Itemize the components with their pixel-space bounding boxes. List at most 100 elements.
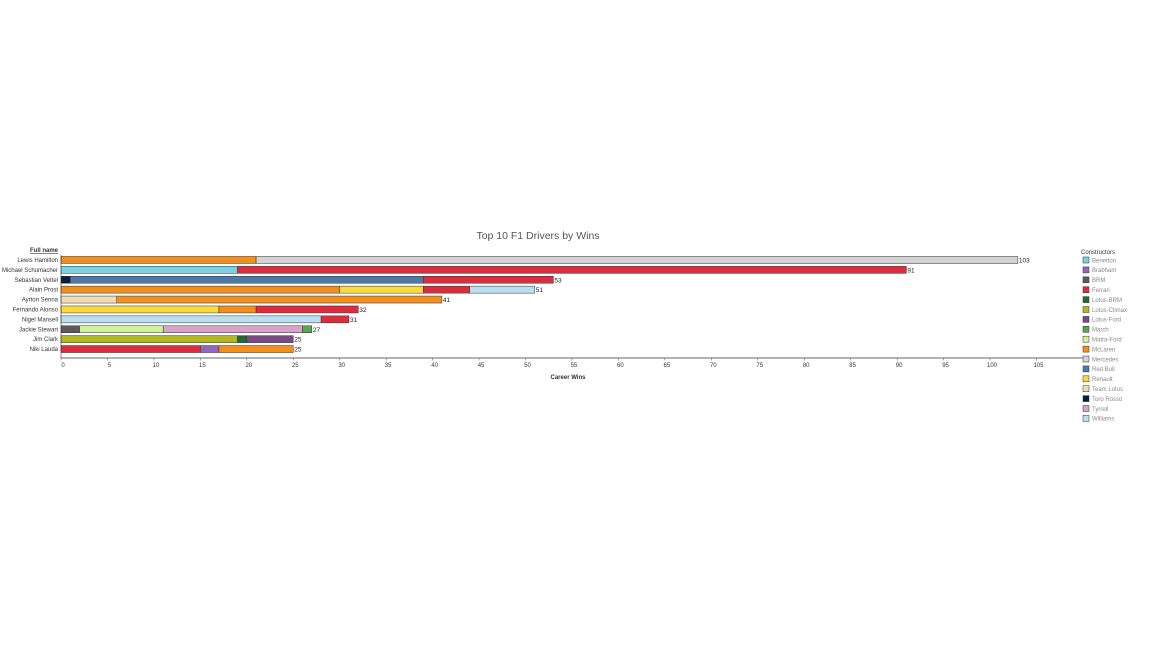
x-tick-label: 5 [108,363,112,369]
data-label: 91 [907,267,915,274]
legend-swatch [1082,375,1090,383]
row-label: Fernando Alonso [13,307,59,313]
legend-label: Ferrari [1092,288,1110,294]
legend-label: Lotus-Ford [1092,318,1121,324]
bar-segment-ferrari [255,305,359,314]
row-label: Sebastian Vettel [15,278,58,284]
legend-swatch [1082,345,1090,353]
data-label: 53 [554,277,562,284]
legend-swatch [1082,296,1090,303]
bar-segment-williams [60,315,322,324]
bar-segment-brm [60,325,80,333]
x-tick-label: 55 [571,363,578,369]
row-label: Ayrton Senna [22,298,59,304]
x-tick-label: 25 [292,363,299,369]
row-label: Michael Schumacher [2,268,58,274]
bar-segment-lotus-ford [246,335,294,343]
legend-label: Matra-Ford [1092,338,1122,344]
legend-label: McLaren [1092,347,1115,353]
bar-segment-renault [339,285,424,294]
data-label: 41 [443,297,451,304]
x-tick-label: 50 [524,363,531,369]
bar-segment-mercedes [255,256,1019,264]
legend-label: Benetton [1092,258,1116,264]
bar-segment-renault [60,305,220,314]
row-header: Full name [30,248,59,254]
data-label: 103 [1019,257,1030,264]
x-tick-label: 0 [61,363,65,369]
bar-segment-mclaren [60,256,257,264]
bar-segment-mclaren [60,285,340,294]
legend-label: Renault [1092,377,1113,383]
bar-segment-ferrari [320,315,350,324]
x-tick-label: 95 [942,363,949,369]
bar-segment-matra-ford [79,325,164,333]
row-label: Niki Lauda [30,347,59,353]
x-tick-label: 90 [896,363,903,369]
x-tick-label: 20 [245,363,252,369]
legend-label: Toro Rosso [1092,397,1123,403]
bar-segment-red-bull [70,276,424,284]
bar-segment-benetton [60,266,238,274]
data-label: 51 [536,287,544,294]
legend-label: Brabham [1092,268,1116,274]
legend-swatch [1082,355,1090,363]
bar-segment-ferrari [60,345,201,353]
bar-segment-ferrari [423,285,471,294]
legend-label: BRM [1092,278,1105,284]
x-tick-label: 100 [987,363,998,369]
legend-label: Williams [1092,417,1114,423]
x-tick-label: 40 [431,363,438,369]
row-label: Jackie Stewart [19,327,58,333]
x-tick-label: 10 [153,363,160,369]
x-axis-label: Career Wins [551,375,587,381]
bar-segment-brabham [200,345,220,353]
x-tick-label: 65 [664,363,671,369]
bar-segment-williams [469,285,536,294]
legend-swatch [1082,326,1090,333]
bar-segment-march [302,325,313,333]
chart-title: Top 10 F1 Drivers by Wins [476,230,599,242]
row-label: Lewis Hamilton [17,258,58,264]
legend-label: Lotus-Climax [1092,308,1127,314]
x-tick-label: 15 [199,363,206,369]
legend-swatch [1082,415,1090,422]
row-label: Jim Clark [33,337,59,343]
x-tick-label: 80 [803,363,810,369]
data-label: 31 [350,317,358,324]
legend-swatch [1082,276,1090,284]
bar-segment-ferrari [423,276,554,284]
data-label: 27 [313,327,321,334]
legend-label: March [1092,328,1109,334]
legend-swatch [1082,306,1090,313]
bar-segment-ferrari [237,266,907,274]
legend-swatch [1082,405,1090,412]
legend-swatch [1082,385,1090,392]
legend-swatch [1082,256,1090,264]
data-label: 25 [294,347,302,354]
row-label: Nigel Mansell [22,317,58,323]
bar-segment-mclaren [116,295,443,304]
x-tick-label: 70 [710,363,717,369]
x-tick-label: 105 [1033,363,1044,369]
x-tick-label: 35 [385,363,392,369]
legend-label: Lotus-BRM [1092,298,1122,304]
x-tick-label: 45 [478,363,485,369]
data-label: 25 [294,337,302,344]
legend-swatch [1082,266,1090,274]
bar-segment-mclaren [218,305,257,314]
legend-label: Red Bull [1092,367,1115,373]
legend-label: Mercedes [1092,357,1118,363]
x-tick-label: 60 [617,363,624,369]
row-label: Alain Prost [29,288,58,294]
bar-segment-team-lotus [60,295,117,304]
x-tick-label: 75 [756,363,763,369]
x-tick-label: 85 [849,363,856,369]
bar-segment-tyrrell [162,325,303,333]
legend-swatch [1082,286,1090,293]
legend-swatch [1082,365,1090,373]
legend-title: Constructors [1081,250,1115,256]
legend-label: Team Lotus [1092,387,1123,393]
